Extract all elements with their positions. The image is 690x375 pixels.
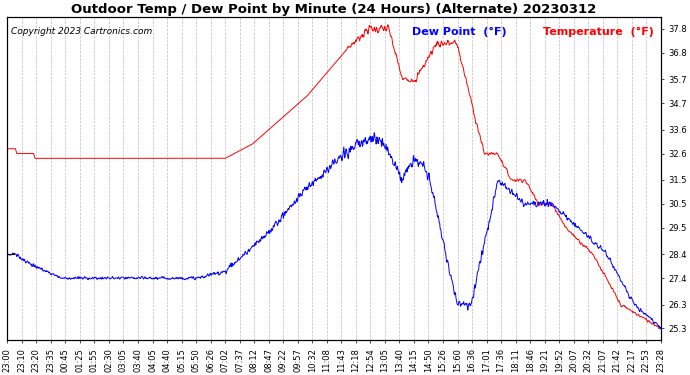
Text: Temperature  (°F): Temperature (°F) <box>543 27 654 37</box>
Title: Outdoor Temp / Dew Point by Minute (24 Hours) (Alternate) 20230312: Outdoor Temp / Dew Point by Minute (24 H… <box>72 3 597 16</box>
Text: Dew Point  (°F): Dew Point (°F) <box>413 27 507 37</box>
Text: Copyright 2023 Cartronics.com: Copyright 2023 Cartronics.com <box>10 27 152 36</box>
